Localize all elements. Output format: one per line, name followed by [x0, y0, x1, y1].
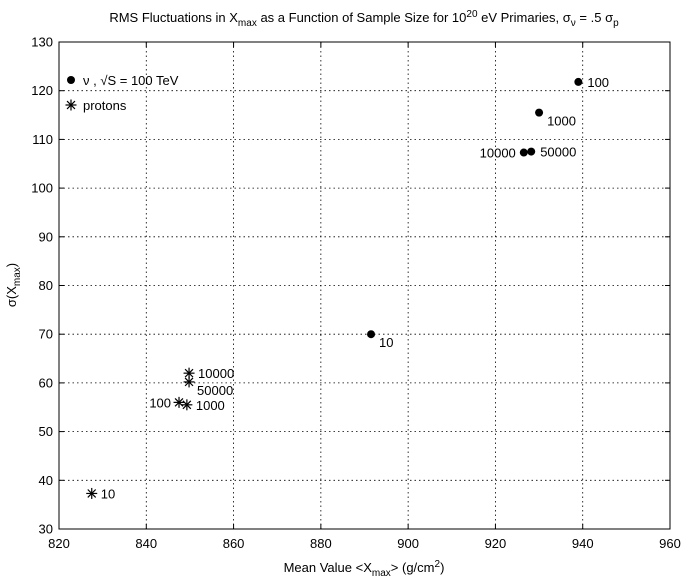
dot-point	[535, 108, 544, 117]
star-point	[86, 487, 98, 499]
y-tick-label: 130	[31, 35, 53, 50]
y-tick-label: 90	[39, 229, 53, 244]
star-point	[181, 399, 193, 411]
point-label: 1000	[196, 398, 225, 413]
point-label: 100	[587, 75, 609, 90]
x-tick-label: 940	[572, 536, 594, 551]
point-label: 50000	[540, 145, 576, 160]
x-tick-label: 920	[485, 536, 507, 551]
x-tick-label: 820	[48, 536, 70, 551]
y-tick-label: 80	[39, 278, 53, 293]
x-tick-label: 960	[659, 536, 681, 551]
point-label: 10	[101, 486, 115, 501]
legend-entry-label: protons	[83, 98, 127, 113]
y-tick-label: 110	[32, 132, 53, 147]
x-tick-label: 900	[397, 536, 419, 551]
dot-point	[519, 148, 528, 157]
dot-point	[574, 77, 583, 86]
point-label: 10000	[198, 366, 234, 381]
star-point	[183, 376, 195, 388]
star-point	[173, 396, 185, 408]
points-layer: 10 100 1000 10000 50000 10 100 1000 10000 50000	[86, 75, 609, 501]
point-label: 50000	[197, 383, 233, 398]
point-label: 1000	[547, 114, 576, 129]
dot-point	[527, 147, 536, 156]
grid-layer	[59, 42, 670, 529]
chart-title: RMS Fluctuations in Xmax as a Function o…	[109, 9, 619, 29]
y-axis-label: σ(Xmax)	[4, 263, 23, 307]
dot-point	[367, 330, 376, 339]
legend-star-marker	[65, 99, 77, 111]
y-tick-label: 60	[39, 375, 53, 390]
x-axis-label: Mean Value <Xmax> (g/cm2)	[284, 559, 445, 579]
x-tick-label: 840	[135, 536, 157, 551]
legend-entry-label: ν , √S = 100 TeV	[83, 73, 179, 88]
y-tick-label: 40	[39, 473, 53, 488]
point-label: 10000	[480, 146, 516, 161]
y-tick-label: 100	[31, 181, 53, 196]
y-tick-label: 120	[31, 83, 53, 98]
y-tick-label: 50	[39, 424, 53, 439]
legend: ν , √S = 100 TeV protons	[65, 73, 179, 113]
point-label: 10	[379, 335, 393, 350]
y-tick-label: 30	[39, 522, 53, 537]
x-tick-label: 880	[310, 536, 332, 551]
ticks-layer: 820 840 860 880 900 920 940 960 30 40 50 60 70 80 90 10…	[31, 35, 681, 552]
x-tick-label: 860	[223, 536, 245, 551]
y-tick-label: 70	[39, 327, 53, 342]
point-label: 100	[149, 395, 171, 410]
legend-dot-marker	[67, 76, 75, 84]
